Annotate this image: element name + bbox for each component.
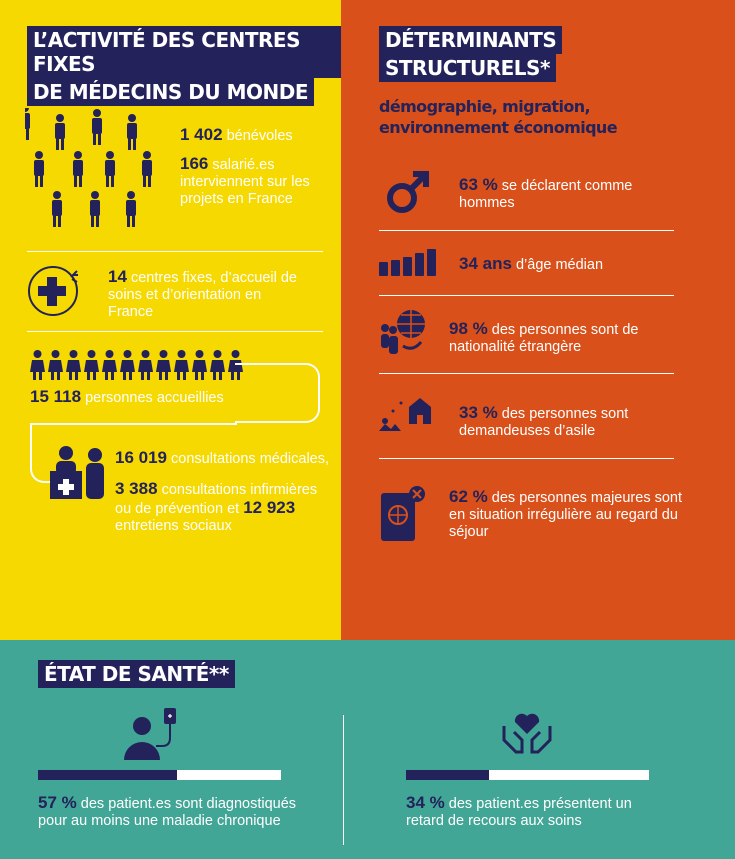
delay-stat: 34 % des patient.es présentent un retard… (406, 793, 632, 829)
connector-line (235, 363, 320, 423)
activity-panel: L’ACTIVITÉ DES CENTRES FIXES DE MÉDECINS… (0, 0, 341, 640)
dove-cross-logo-icon (28, 266, 78, 316)
chronic-progress-bar (38, 770, 281, 780)
age-stat: 34 ans d’âge médian (459, 254, 604, 273)
people-stat: 15 118 personnes accueillies (30, 387, 224, 406)
determinants-panel: DÉTERMINANTS STRUCTURELS* démographie, m… (341, 0, 735, 640)
activity-title: L’ACTIVITÉ DES CENTRES FIXES DE MÉDECINS… (27, 26, 341, 106)
health-panel: ÉTAT DE SANTÉ** 57 % des patient.es sont… (0, 640, 735, 859)
person-icon (102, 350, 117, 380)
determinants-title: DÉTERMINANTS STRUCTURELS* (379, 26, 563, 82)
person-icon (138, 350, 153, 380)
asylum-stat: 33 % des personnes sont demandeuses d’as… (459, 403, 629, 439)
volunteers-stat: 1 402 bénévoles (180, 125, 293, 144)
divider (379, 295, 674, 296)
delay-progress-fill (406, 770, 489, 780)
doctor-desk-icon (50, 446, 104, 499)
person-icon (174, 350, 189, 380)
irregular-stat: 62 % des personnes majeures sont en situ… (449, 487, 683, 540)
asylum-icon (379, 398, 431, 431)
person-icon (210, 350, 225, 380)
heart-hands-icon (502, 713, 552, 754)
chronic-stat: 57 % des patient.es sont diagnostiqués p… (38, 793, 297, 829)
people-group-icon (25, 108, 152, 227)
delay-progress-bar (406, 770, 649, 780)
person-icon (66, 350, 81, 380)
person-icon (192, 350, 207, 380)
patient-iv-icon (124, 708, 176, 760)
health-title: ÉTAT DE SANTÉ** (38, 660, 235, 688)
globe-people-icon (381, 310, 425, 354)
consultations-stat: 16 019 consultations médicales, (115, 448, 330, 467)
people-row-icon (30, 350, 243, 380)
nationality-stat: 98 % des personnes sont de nationalité é… (449, 319, 639, 355)
centres-stat: 14 centres fixes, d’accueil de soins et … (108, 267, 297, 320)
divider (343, 715, 344, 845)
male-stat: 63 % se déclarent comme hommes (459, 175, 633, 211)
age-bars-icon (379, 249, 436, 276)
connector-line (32, 423, 237, 425)
person-icon (84, 350, 99, 380)
divider (379, 373, 674, 374)
male-icon (387, 171, 429, 213)
nurse-consultations-stat: 3 388 consultations infirmières ou de pr… (115, 479, 318, 534)
person-icon (48, 350, 63, 380)
person-icon (120, 350, 135, 380)
divider (379, 458, 674, 459)
divider (379, 230, 674, 231)
chronic-progress-fill (38, 770, 177, 780)
determinants-subtitle: démographie, migration, environnement éc… (379, 97, 618, 137)
connector-line (30, 423, 60, 483)
person-icon (30, 350, 45, 380)
staff-stat: 166 salarié.es interviennent sur les pro… (180, 154, 310, 207)
divider (27, 331, 323, 332)
divider (27, 251, 323, 252)
passport-icon (381, 486, 425, 541)
person-icon (156, 350, 171, 380)
